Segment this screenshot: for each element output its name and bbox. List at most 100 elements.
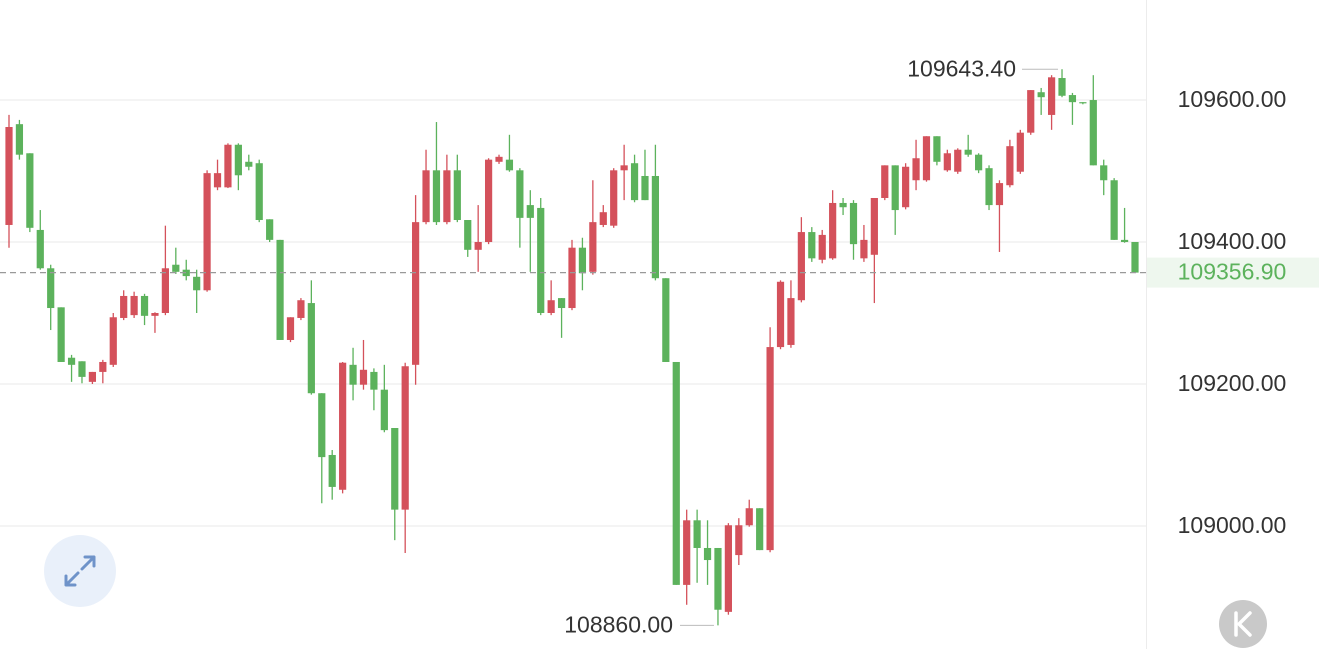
y-tick-label: 109600.00 bbox=[1178, 86, 1287, 112]
grid bbox=[0, 99, 1146, 527]
candle-body bbox=[1058, 78, 1066, 96]
candle-body bbox=[130, 295, 138, 316]
candle-body bbox=[578, 247, 587, 274]
candle-body bbox=[964, 149, 972, 155]
candle-body bbox=[474, 242, 482, 250]
candle-body bbox=[1131, 242, 1139, 273]
candle-body bbox=[67, 357, 76, 365]
candle-body bbox=[151, 312, 159, 316]
candle-body bbox=[328, 454, 336, 487]
candle-body bbox=[120, 295, 128, 318]
candle-body bbox=[870, 197, 878, 255]
candle-body bbox=[829, 202, 837, 259]
k-button-icon[interactable] bbox=[1234, 611, 1252, 637]
candle-body bbox=[954, 149, 962, 172]
candle-body bbox=[26, 153, 34, 228]
high-label: 109643.40 bbox=[907, 55, 1016, 81]
expand-icon[interactable] bbox=[64, 555, 96, 587]
y-tick-label: 109000.00 bbox=[1178, 512, 1287, 538]
candle-body bbox=[193, 276, 201, 291]
candle-body bbox=[1110, 180, 1118, 240]
candle-body bbox=[505, 159, 514, 171]
candle-body bbox=[860, 239, 868, 259]
candle-body bbox=[662, 278, 670, 362]
candle-body bbox=[412, 222, 420, 365]
y-tick-label: 109200.00 bbox=[1178, 370, 1287, 396]
expand-button-bg[interactable] bbox=[44, 535, 116, 607]
candle-body bbox=[1016, 132, 1024, 172]
candle-body bbox=[339, 362, 347, 490]
candle-body bbox=[213, 173, 222, 188]
candle-body bbox=[297, 300, 305, 318]
candle-body bbox=[630, 163, 639, 201]
candle-body bbox=[15, 124, 24, 155]
candle-body bbox=[808, 232, 816, 259]
candle-body bbox=[589, 222, 597, 272]
candle-body bbox=[672, 361, 680, 585]
candle-body bbox=[47, 268, 55, 309]
candle-body bbox=[161, 268, 169, 313]
candle-body bbox=[172, 264, 180, 272]
candle-body bbox=[766, 347, 774, 551]
candle-body bbox=[703, 547, 712, 561]
candle-body bbox=[1089, 100, 1097, 166]
candle-body bbox=[307, 303, 315, 394]
k-button-bg[interactable] bbox=[1219, 600, 1267, 648]
candle-body bbox=[318, 393, 326, 458]
candle-body bbox=[995, 183, 1004, 206]
candle-body bbox=[641, 175, 649, 201]
candle-body bbox=[432, 170, 441, 223]
candle-body bbox=[422, 170, 430, 223]
last-price-bg bbox=[1147, 257, 1319, 288]
expand-button[interactable] bbox=[44, 535, 116, 607]
candle-body bbox=[526, 205, 534, 218]
candle-body bbox=[57, 307, 65, 362]
candle-body bbox=[922, 136, 931, 181]
candle-body bbox=[975, 154, 983, 171]
candle-body bbox=[182, 269, 190, 277]
candle-body bbox=[443, 170, 451, 223]
candle-body bbox=[88, 371, 97, 382]
candle-body bbox=[380, 389, 388, 431]
candle-body bbox=[78, 361, 86, 377]
y-tick-label: 109400.00 bbox=[1178, 228, 1287, 254]
candle-body bbox=[547, 300, 555, 313]
candle-body bbox=[724, 525, 732, 612]
k-button[interactable] bbox=[1219, 600, 1267, 648]
candle-body bbox=[109, 317, 117, 365]
candle-body bbox=[881, 165, 889, 198]
candle-body bbox=[568, 247, 576, 309]
candle-body bbox=[683, 520, 691, 585]
candle-body bbox=[36, 229, 44, 269]
candle-body bbox=[1120, 239, 1129, 243]
candle-body bbox=[693, 520, 701, 548]
candle-body bbox=[902, 166, 910, 208]
candle-body bbox=[1047, 77, 1056, 115]
candle-body bbox=[745, 508, 753, 526]
candle-body bbox=[234, 144, 242, 176]
candle-body bbox=[1068, 95, 1077, 103]
candle-body bbox=[735, 525, 743, 556]
candle-body bbox=[484, 159, 493, 243]
candle-body bbox=[933, 136, 941, 162]
candle-body bbox=[255, 163, 263, 221]
candle-body bbox=[245, 161, 253, 167]
candle-body bbox=[943, 153, 951, 171]
candle-body bbox=[203, 173, 211, 291]
candle-body bbox=[224, 144, 232, 188]
candle-body bbox=[99, 361, 107, 372]
candle-body bbox=[286, 317, 295, 340]
candle-body bbox=[5, 127, 13, 225]
candle-body bbox=[797, 232, 805, 301]
candle-body bbox=[1027, 90, 1035, 133]
candle-body bbox=[714, 547, 722, 610]
candle-body bbox=[912, 158, 920, 181]
labels: 109000.00 109200.00 109400.00 109600.00 1093… bbox=[564, 55, 1319, 637]
candle-body bbox=[464, 220, 472, 250]
candle-body bbox=[349, 364, 357, 385]
candle-body bbox=[839, 202, 847, 208]
candle-body bbox=[370, 371, 378, 390]
candle-body bbox=[453, 170, 461, 221]
candle-body bbox=[985, 168, 993, 206]
candle-body bbox=[756, 508, 764, 551]
